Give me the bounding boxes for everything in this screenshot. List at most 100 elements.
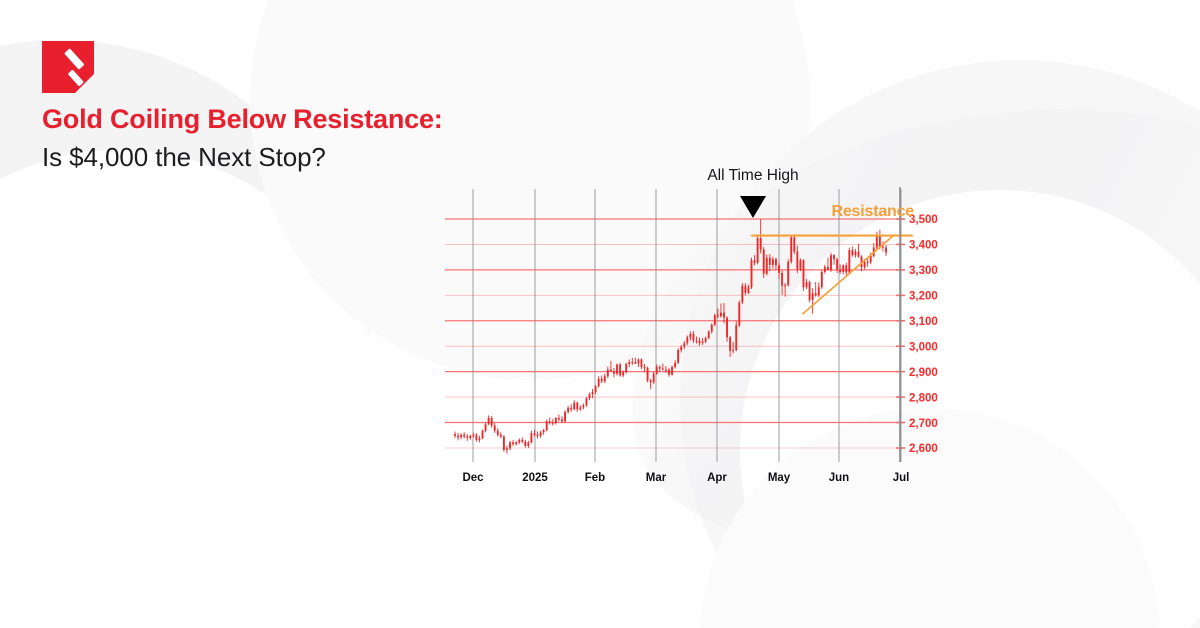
all-time-high-label: All Time High	[707, 167, 798, 184]
candle-body	[704, 338, 707, 342]
candle-body	[545, 421, 548, 431]
candle-body	[701, 341, 704, 344]
candle-body	[759, 238, 762, 250]
candle-body	[719, 312, 722, 317]
candle-body	[570, 407, 573, 410]
y-tick-label: 2,800	[909, 392, 938, 404]
candle-body	[496, 430, 499, 435]
candle-body	[613, 371, 615, 374]
candle-body	[518, 439, 521, 443]
candle-body	[784, 285, 787, 287]
candle-body	[781, 272, 784, 286]
candle-body	[634, 361, 637, 364]
candle-body	[741, 285, 744, 303]
candle-body	[713, 315, 716, 325]
candle-body	[640, 359, 643, 368]
candle-body	[588, 394, 591, 399]
candle-body	[475, 434, 478, 440]
candle-body	[686, 337, 689, 344]
candle-body	[875, 236, 878, 248]
candle-body	[839, 269, 842, 272]
candle-body	[787, 261, 790, 286]
candle-body	[753, 260, 756, 263]
candle-body	[854, 251, 857, 256]
candle-body	[594, 386, 597, 393]
candle-body	[609, 369, 612, 372]
candle-body	[551, 422, 554, 424]
candle-body	[554, 417, 557, 424]
candle-body	[478, 438, 481, 440]
y-tick-label: 2,600	[909, 443, 938, 455]
candle-body	[527, 442, 530, 446]
candle-body	[836, 259, 839, 270]
candle-body	[466, 436, 469, 439]
y-tick-label: 3,100	[909, 316, 938, 328]
candle-body	[866, 261, 869, 263]
candle-body	[457, 435, 460, 438]
candle-body	[689, 334, 692, 338]
candle-body	[808, 282, 811, 300]
y-tick-label: 3,400	[909, 240, 938, 252]
candle-body	[668, 369, 670, 375]
candle-body	[542, 430, 545, 433]
candle-body	[606, 369, 609, 377]
candle-body	[833, 255, 835, 260]
candle-body	[469, 435, 472, 439]
candle-body	[548, 421, 551, 423]
candle-body	[622, 372, 625, 376]
candle-body	[490, 417, 493, 426]
candle-body	[658, 367, 661, 369]
candle-body	[762, 249, 765, 274]
candle-body	[869, 255, 872, 263]
gold-price-chart: 3,500 3,400 3,300 3,200 3,100 3,000 2,900 2,800…	[440, 150, 980, 500]
candle-body	[472, 434, 475, 436]
candle-body	[768, 257, 771, 265]
candle-body	[643, 367, 646, 369]
y-tick-label: 3,300	[909, 265, 938, 277]
headline-block: Gold Coiling Below Resistance: Is $4,000…	[42, 104, 443, 173]
y-tick-label: 2,700	[909, 418, 938, 430]
y-axis-tick-labels: 3,5003,4003,3003,2003,1003,0002,9002,800…	[909, 214, 938, 455]
x-tick-label: Jun	[829, 472, 849, 484]
candle-body	[851, 250, 854, 256]
candle-body	[677, 350, 680, 363]
candle-body	[778, 265, 780, 273]
candle-body	[735, 325, 738, 351]
candle-body	[564, 411, 566, 422]
candle-body	[512, 442, 515, 445]
candle-body	[524, 441, 527, 446]
candle-body	[481, 430, 484, 439]
candle-body	[814, 293, 817, 296]
candle-body	[521, 439, 524, 442]
candle-body	[619, 364, 622, 376]
candle-body	[845, 265, 848, 273]
candle-body	[765, 257, 768, 274]
candle-body	[649, 380, 652, 383]
page-subtitle: Is $4,000 the Next Stop?	[42, 141, 326, 172]
candle-body	[674, 362, 677, 368]
candle-body	[729, 337, 732, 351]
candle-body	[881, 246, 884, 248]
candle-body	[600, 378, 603, 382]
x-tick-label: Dec	[462, 472, 484, 484]
candle-body	[747, 287, 750, 293]
candle-body	[842, 265, 845, 272]
candle-body	[539, 432, 542, 436]
all-time-high-marker-icon	[740, 196, 766, 218]
y-tick-label: 3,000	[909, 341, 938, 353]
candle-body	[576, 402, 579, 410]
candle-body	[775, 259, 777, 266]
candle-body	[771, 259, 774, 265]
candle-body	[487, 417, 490, 425]
candle-body	[637, 359, 640, 364]
candle-body	[826, 266, 829, 271]
chart-month-separators	[472, 189, 902, 462]
candle-body	[848, 250, 851, 273]
candle-body	[661, 368, 664, 370]
resistance-label: Resistance	[832, 203, 915, 220]
candle-body	[830, 255, 832, 271]
background-blob	[0, 150, 380, 628]
candle-body	[502, 436, 505, 451]
candle-body	[744, 285, 747, 293]
